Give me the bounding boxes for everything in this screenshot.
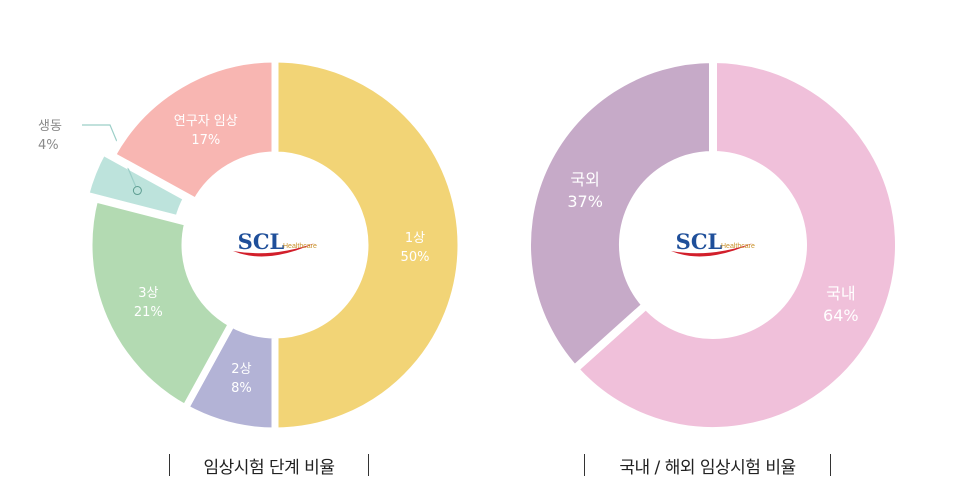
logo-brand: SCL [238, 229, 285, 254]
logo-swoosh [671, 243, 753, 257]
slice-연구자-임상 [107, 55, 279, 207]
leader-line [82, 124, 138, 191]
slice-국외 [523, 54, 717, 375]
chart-1-title: 임상시험 단계 비율 [203, 457, 335, 478]
chart-2-title: 국내 / 해외 임상시험 비율 [619, 457, 796, 478]
slice-value-label: 64% [823, 306, 859, 325]
slice-value-label: 37% [567, 192, 603, 211]
caption-divider-left [584, 454, 586, 476]
caption-divider-right [368, 454, 370, 476]
slice-value-label: 21% [134, 305, 163, 320]
leader-dot [132, 186, 142, 196]
caption-divider-right [829, 454, 831, 476]
slice-value-label: 50% [401, 250, 430, 265]
caption-divider-left [168, 454, 170, 476]
slice-1상 [271, 55, 465, 435]
slice-label: 1상 [405, 231, 425, 246]
chart-1-caption: 임상시험 단계 비율 [150, 450, 388, 480]
slice-value-label: 17% [191, 133, 220, 148]
logo-sub: Healthcare [283, 243, 317, 250]
slice-label: 국내 [826, 284, 855, 303]
slice-label: 국외 [570, 170, 599, 189]
logo-brand: SCL [676, 229, 723, 254]
slice-value-label: 8% [231, 381, 252, 396]
slice-label: 연구자 임상 [174, 114, 238, 129]
chart-2-caption: 국내 / 해외 임상시험 비율 [567, 450, 848, 480]
slice-국내 [568, 54, 903, 435]
slice-label: 2상 [231, 362, 251, 377]
slice-3상 [85, 194, 237, 413]
slice-label: 3상 [138, 286, 158, 301]
logo-swoosh [233, 243, 315, 257]
slice-value-label: 4% [38, 138, 59, 153]
slice-label: 생동 [38, 119, 62, 134]
logo-sub: Healthcare [721, 243, 755, 250]
